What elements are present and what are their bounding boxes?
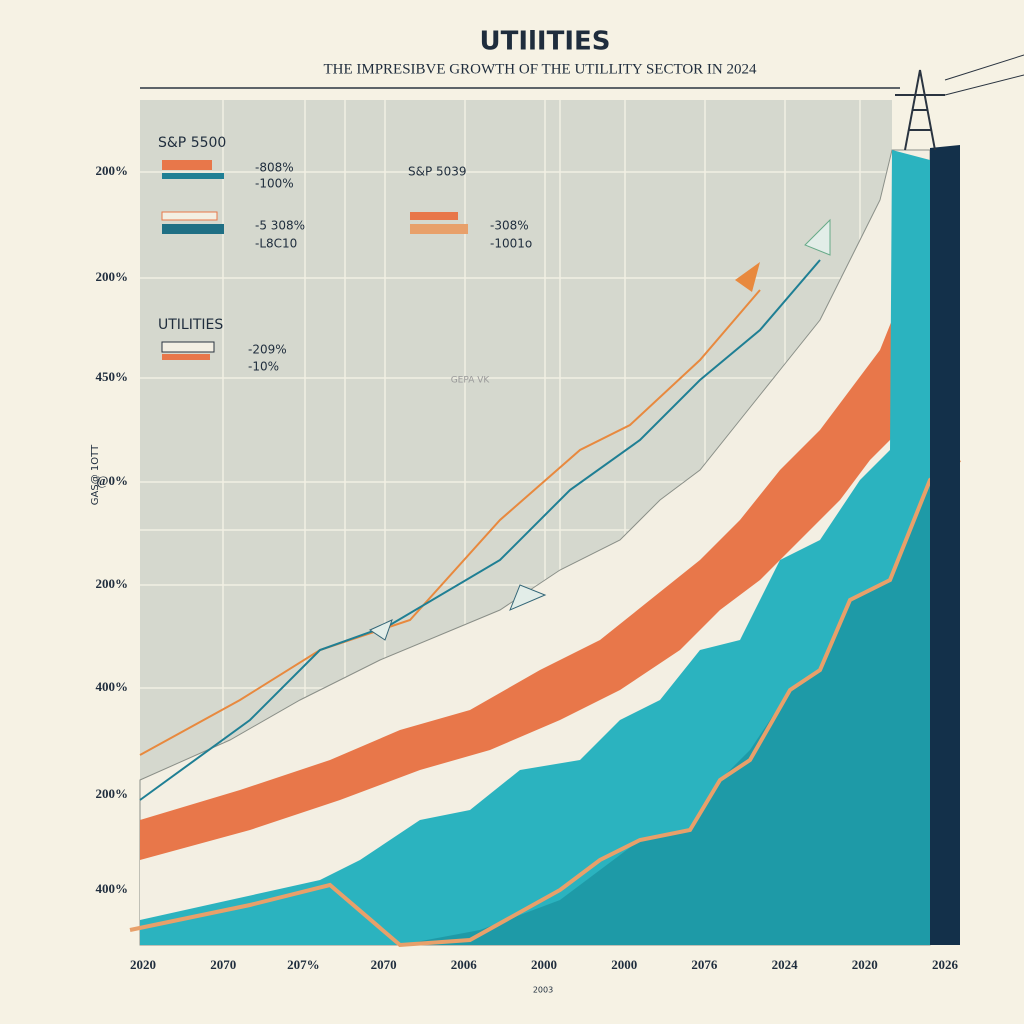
note: GEPA VK [451, 376, 491, 386]
legend-label: UTILITIES [158, 317, 223, 333]
x-tick-label: 2024 [772, 957, 799, 972]
y-tick-label: 200% [96, 269, 129, 284]
legend-swatch [161, 211, 218, 221]
x-tick-label: 2076 [691, 957, 718, 972]
legend-entry: -808% [255, 161, 294, 175]
x-tick-label: 2020 [130, 957, 156, 972]
pylon-frame [895, 69, 945, 151]
x-tick-label: 2000 [611, 957, 637, 972]
arrow-head [804, 218, 831, 256]
y-tick-label: 200% [96, 576, 129, 591]
x-tick-label: 2070 [371, 957, 397, 972]
pylon [895, 54, 1024, 151]
legend-entry: -L8C10 [255, 237, 297, 251]
y-tick-label: 200% [96, 786, 129, 801]
y-tick-label: 400% [96, 679, 129, 694]
line-teal [139, 259, 821, 801]
x-tick-label: 2070 [210, 957, 236, 972]
legend-entry: -5 308% [255, 219, 305, 233]
y-tick-label: 200% [96, 163, 129, 178]
legend-entry: -308% [490, 219, 529, 233]
pylon-wire [944, 54, 1024, 96]
legend-entry: -209% [248, 343, 287, 357]
x-tick-label: 2020 [852, 957, 878, 972]
legend-entry: -10% [248, 360, 279, 374]
arrow-head [368, 619, 393, 641]
x-tick-label: 2006 [451, 957, 478, 972]
subtitle: THE IMPRESIBVE GROWTH OF THE UTILLITY SE… [323, 61, 757, 77]
y-tick-label: 450% [96, 369, 129, 384]
legend-swatch [410, 224, 468, 234]
x-axis: 2020 2070 207% 2070 2006 2000 2000 2076 2024 2020… [130, 957, 959, 972]
title: UTIlITIES [479, 27, 610, 57]
line-orange [139, 289, 761, 756]
x-tick-label: 2026 [932, 957, 959, 972]
legend-swatch [162, 224, 224, 234]
y-tick-label: @0% [96, 473, 128, 488]
x-axis-title: 2003 [533, 986, 553, 995]
legend-swatch [161, 341, 215, 353]
legend-label: S&P 5500 [158, 135, 226, 151]
arrow-head [509, 584, 547, 611]
legend-entry: -1001o [490, 237, 532, 251]
y-axis-title: GAS@ 1OTT [90, 444, 101, 505]
x-tick-label: 207% [287, 957, 320, 972]
area-teal [140, 150, 930, 945]
legend-swatch [162, 160, 212, 170]
legend-entry: -100% [255, 177, 294, 191]
y-tick-label: 400% [96, 881, 129, 896]
area-teal-dark [400, 460, 960, 945]
legend-swatch [162, 354, 210, 360]
legend-swatch [162, 173, 224, 179]
y-axis: 200% 200% 450% @0% 200% 400% 200% 400% [96, 163, 129, 896]
x-tick-label: 2000 [531, 957, 557, 972]
legend-label: S&P 5039 [408, 165, 467, 179]
arrow-head [735, 262, 760, 292]
bar-side [930, 145, 960, 945]
line-orange-bottom [129, 458, 962, 948]
legend-swatch [410, 212, 458, 220]
